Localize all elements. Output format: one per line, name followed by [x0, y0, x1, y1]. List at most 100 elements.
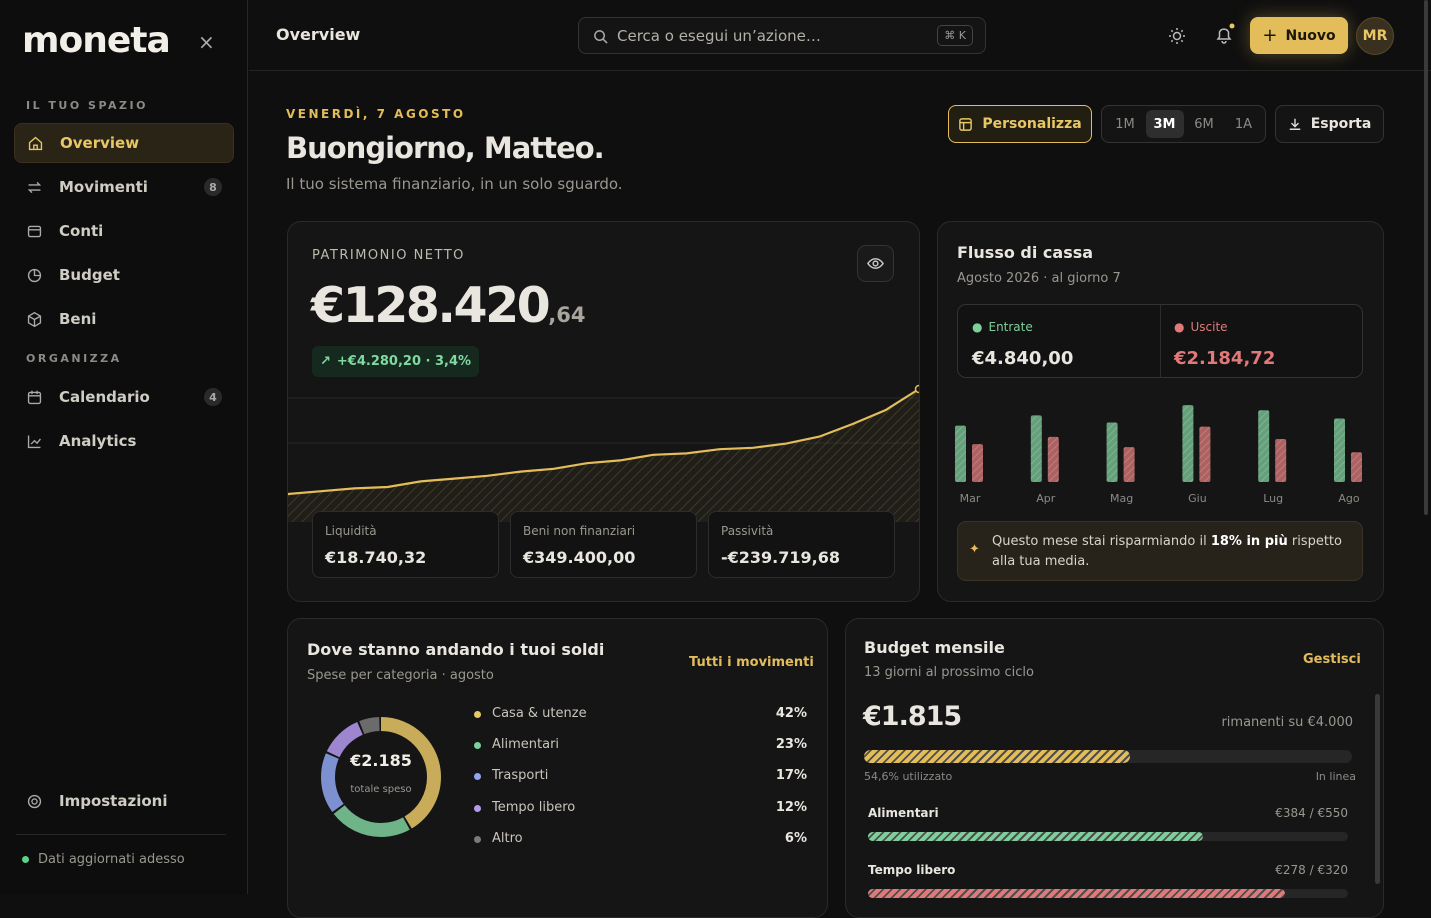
bar — [1123, 447, 1135, 482]
range-selector: 1M 3M 6M 1A — [1101, 105, 1266, 143]
bar — [1047, 436, 1059, 482]
nav-label: Analytics — [59, 432, 137, 450]
search-box[interactable]: Cerca o esegui un’azione… ⌘ K — [578, 17, 986, 54]
range-option[interactable]: 6M — [1194, 116, 1214, 132]
icon — [28, 136, 43, 150]
icon — [27, 268, 42, 282]
nav-label: Calendario — [59, 388, 150, 406]
tip-icon: ✦ — [969, 542, 980, 557]
subtitle: Il tuo sistema finanziario, in un solo s… — [286, 175, 623, 193]
scrollbar[interactable] — [1375, 694, 1380, 884]
account-label: Passività — [721, 524, 774, 538]
range-option[interactable]: 1A — [1234, 116, 1253, 132]
line — [288, 388, 919, 496]
card-title: Dove stanno andando i tuoi soldi — [307, 640, 605, 659]
bar — [972, 444, 983, 482]
budget-item-bar — [868, 832, 1204, 841]
nav-item[interactable]: Overview — [14, 123, 234, 163]
button-label: Esporta — [1310, 116, 1372, 132]
nav-label: Impostazioni — [59, 792, 168, 810]
donut-label: totale speso — [350, 784, 411, 795]
search-icon — [594, 30, 608, 44]
account-card: Beni non finanziari €349.400,00 — [510, 511, 697, 578]
progress-status: In linea — [1315, 770, 1356, 783]
customize-button[interactable]: Personalizza — [948, 105, 1092, 143]
notifications[interactable] — [1213, 22, 1237, 46]
icon — [959, 117, 973, 131]
link[interactable]: Gestisci — [1303, 652, 1361, 667]
close-sidebar[interactable]: × — [198, 30, 215, 54]
nav-item[interactable]: Movimenti 8 — [14, 167, 234, 207]
search-placeholder: Cerca o esegui un’azione… — [617, 27, 821, 45]
net-worth-units: €128.420 — [311, 277, 551, 334]
income: €4.840,00 — [972, 348, 1074, 369]
summary-box: ● Entrate €4.840,00 ● Uscite €2.184,72 — [957, 304, 1363, 378]
nav-item[interactable]: Conti — [14, 211, 234, 251]
legend-label: Casa & utenze — [492, 706, 587, 721]
account-label: Beni non finanziari — [523, 524, 636, 538]
nav-label: Beni — [59, 310, 97, 328]
legend-label: Tempo libero — [492, 799, 576, 815]
theme-toggle[interactable] — [1168, 27, 1186, 45]
value-label: 42% — [775, 706, 807, 721]
donut-segment — [321, 717, 441, 837]
nav-label: Overview — [60, 134, 140, 152]
bar — [1030, 415, 1042, 482]
topbar-divider — [249, 70, 1431, 71]
legend-dot — [474, 773, 481, 781]
x-tick-label: Apr — [1036, 492, 1056, 505]
range-option[interactable]: 1M — [1115, 116, 1135, 132]
nav-item[interactable]: Analytics — [14, 421, 234, 461]
progress-label: 54,6% utilizzato — [864, 770, 953, 783]
summary-label: ● Entrate — [972, 320, 1033, 334]
nav-item[interactable]: Impostazioni — [14, 781, 234, 821]
scrollbar[interactable] — [1424, 0, 1428, 515]
bar — [1334, 418, 1345, 482]
donut-segment — [321, 717, 441, 837]
income-label: Entrate — [988, 320, 1033, 334]
budget-bars: 54,6% utilizzato In linea Alimentari €384 /… — [845, 740, 1384, 898]
status: Dati aggiornati adesso — [38, 852, 185, 867]
area — [288, 389, 919, 522]
sidebar: moneta × IL TUO SPAZIO Overview Moviment… — [0, 0, 248, 894]
account-label: Liquidità — [325, 524, 377, 538]
card-subtitle: 13 giorni al prossimo ciclo — [864, 665, 1034, 680]
net-worth-cents: ,64 — [548, 303, 586, 327]
link[interactable]: Tutti i movimenti — [689, 655, 814, 670]
logo[interactable]: moneta — [22, 20, 171, 61]
value-label: 23% — [775, 737, 807, 753]
budget-remaining-label: rimanenti su €4.000 — [1221, 715, 1353, 730]
budget-remaining: €1.815 — [863, 701, 962, 732]
nav-item[interactable]: Budget — [14, 255, 234, 295]
budget-item-amount: €278 / €320 — [1275, 863, 1348, 877]
toggle-visibility[interactable] — [857, 245, 894, 282]
icon — [27, 225, 42, 237]
legend-dot — [474, 804, 481, 812]
nav-item[interactable]: Beni — [14, 299, 234, 339]
legend-label: Altro — [492, 830, 523, 846]
expenses-label: Uscite — [1190, 320, 1228, 334]
budget-item-amount: €384 / €550 — [1275, 806, 1348, 820]
bar — [1351, 452, 1362, 482]
button-label: Nuovo — [1285, 27, 1336, 44]
avatar[interactable]: MR — [1356, 17, 1394, 55]
bar — [1106, 422, 1118, 482]
new-button[interactable]: + Nuovo — [1250, 17, 1348, 54]
x-tick-label: Lug — [1263, 492, 1283, 505]
section-title: IL TUO SPAZIO — [26, 99, 148, 112]
tip-highlight: 18% in più — [1210, 534, 1288, 549]
summary-label: ● Uscite — [1174, 320, 1228, 334]
budget-card — [845, 618, 1384, 918]
nav-item[interactable]: Calendario 4 — [14, 377, 234, 417]
range-option[interactable]: 3M — [1145, 110, 1184, 138]
icon — [1289, 118, 1300, 130]
export-button[interactable]: Esporta — [1275, 105, 1384, 143]
legend-label: Trasporti — [492, 768, 549, 784]
value-label: 17% — [775, 768, 807, 784]
divider — [1160, 305, 1161, 377]
bar — [955, 425, 966, 482]
tip: ✦ Questo mese stai risparmiando il 18% i… — [957, 521, 1363, 581]
button-label: Personalizza — [982, 116, 1082, 132]
tip-before: Questo mese stai risparmiando il — [992, 534, 1211, 549]
